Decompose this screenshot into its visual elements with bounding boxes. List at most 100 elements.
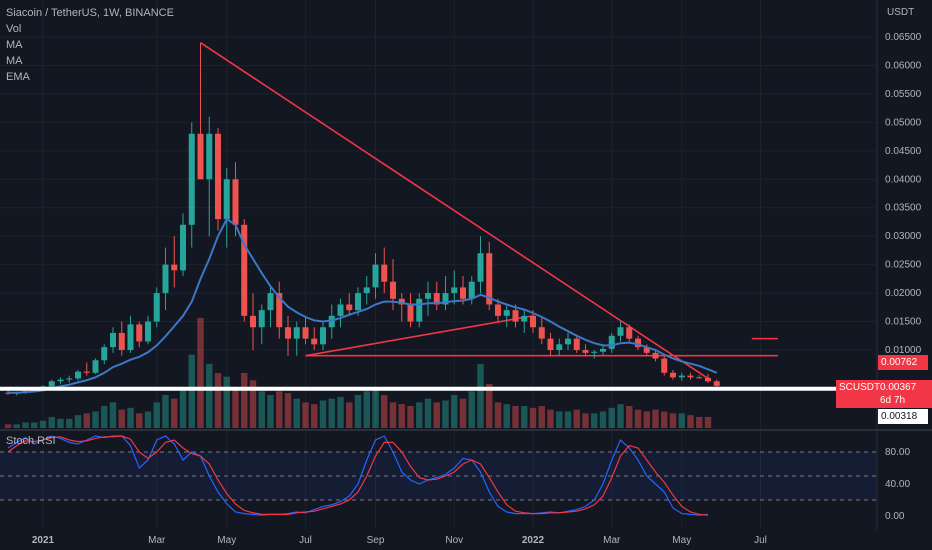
candle-body [565,338,571,345]
volume-bar [661,411,668,428]
chart-legend: Siacoin / TetherUS, 1W, BINANCE Vol MA M… [6,5,174,85]
symbol-title[interactable]: Siacoin / TetherUS, 1W, BINANCE [6,7,174,19]
volume-bar [22,422,29,428]
candle-body [346,304,353,311]
volume-bar [241,373,248,428]
volume-bar [223,376,230,428]
rsi-tick-label: 0.00 [885,511,905,522]
candle-body [705,377,711,382]
candle-body [241,224,248,316]
price-tick-label: 0.03500 [885,203,922,214]
volume-bar [573,409,580,428]
volume-bar [171,398,178,428]
volume-bar [4,424,12,428]
price-axis-unit: USDT [887,7,915,18]
price-tick-label: 0.05000 [885,117,922,128]
volume-bar [704,417,712,428]
volume-bar [39,420,47,428]
stoch-rsi-title[interactable]: Stoch RSI [6,435,56,447]
volume-bar [652,409,659,428]
volume-bar [363,391,370,428]
time-tick-label: May [672,535,691,546]
time-tick-label: 2022 [522,535,545,546]
candle-body [530,315,536,328]
volume-bar [687,415,694,428]
price-axis[interactable]: 0.06500 0.06000 0.05500 0.05000 0.04500 0.040… [885,32,922,356]
volume-bar [206,363,213,428]
time-tick-label: Jul [754,535,767,546]
time-tick-label: Sep [367,535,385,546]
stoch-k-line [7,435,709,516]
volume-bar [634,409,642,428]
resistance-price-label: 0.00762 [878,355,928,370]
volume-bar [521,406,528,428]
candle-body [713,381,720,386]
ema-line [8,217,718,394]
time-tick-label: Jul [299,535,312,546]
volume-bar [468,391,475,428]
candle-body [110,332,116,348]
volume-bar [197,318,204,428]
time-tick-label: Mar [148,535,166,546]
candle-body [258,310,265,328]
volume-bar [696,417,703,428]
volume-bar [74,415,82,428]
candle-body [118,332,125,350]
candle-body [635,338,641,348]
candle-body [75,371,81,379]
volume-bar [547,409,554,428]
volume-bar [214,373,222,428]
trendlines [200,42,778,380]
last-price-box: SCUSDT 0.00367 6d 7h [836,380,932,408]
candle-body [101,347,108,361]
volume-bar [302,402,309,428]
candle-body [302,327,309,339]
candle-body [556,344,563,350]
time-tick-label: Nov [445,535,463,546]
legend-ma-2[interactable]: MA [6,55,23,67]
volume-bar [538,406,545,428]
candle-body [355,293,361,311]
candle-body [390,281,396,299]
candle-body [512,310,519,322]
volume-bar [232,387,239,428]
candle-body [223,179,230,220]
candle-body [573,338,580,350]
volume-bar [179,387,187,428]
volume-bar [381,395,388,428]
candle-body [66,378,73,380]
volume-bar [258,391,265,428]
candle-body [293,327,300,339]
volume-bar [678,413,685,428]
candle-body [416,298,423,322]
volume-bar [118,409,125,428]
legend-ema[interactable]: EMA [6,71,30,83]
volume-bar [389,402,397,428]
ascending-support-line [305,315,534,357]
legend-vol[interactable]: Vol [6,23,22,35]
candle-body [600,348,606,352]
volume-bar [188,354,195,428]
volume-bar [582,413,589,428]
stoch-rsi-pane: 80.00 40.00 0.00 [0,435,910,522]
candle-body [276,293,283,328]
time-axis[interactable]: 2021 Mar May Jul Sep Nov 2022 Mar May Jul [32,535,767,546]
volume-bar [407,406,414,428]
candle-body [696,377,703,379]
price-tick-label: 0.01500 [885,317,922,328]
candle-body [162,264,169,294]
volume-bar [328,398,335,428]
support-price-label: 0.00318 [878,409,928,424]
candle-body [398,298,405,305]
candle-body [92,360,99,373]
candle-body [626,327,633,339]
legend-ma-1[interactable]: MA [6,39,23,51]
price-tick-label: 0.01000 [885,345,922,356]
candle-body [608,335,615,349]
volume-bar [626,406,633,428]
candle-body [337,304,344,316]
time-tick-label: Mar [603,535,621,546]
volume-bar [486,384,493,428]
candle-body [442,293,449,305]
